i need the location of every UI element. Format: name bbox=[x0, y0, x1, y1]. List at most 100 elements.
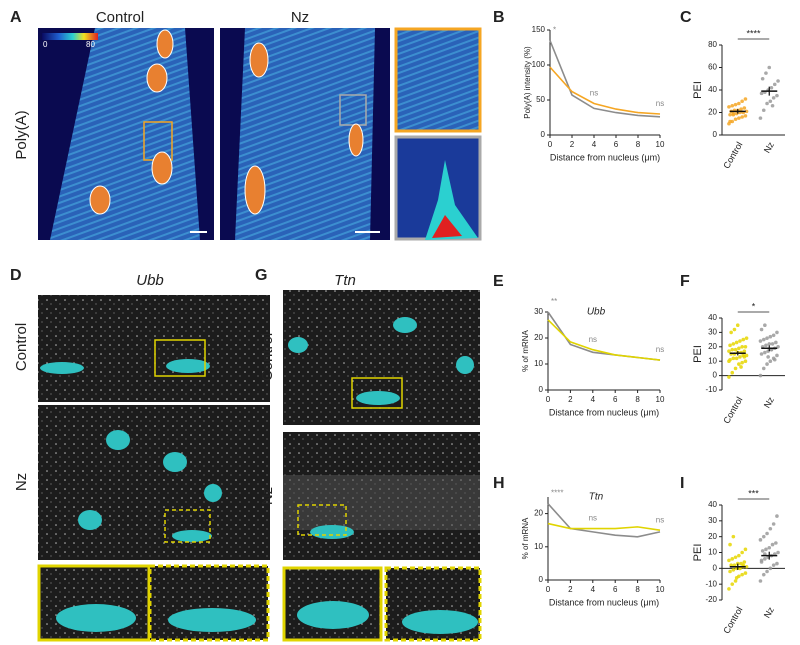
data-point bbox=[728, 119, 732, 124]
data-point bbox=[733, 117, 738, 122]
data-point bbox=[734, 576, 739, 580]
chart-title: Ubb bbox=[587, 307, 606, 318]
x-tick-label: 0 bbox=[548, 140, 553, 149]
data-point bbox=[767, 545, 772, 550]
data-point bbox=[740, 345, 744, 349]
series-line bbox=[547, 319, 661, 361]
roi bbox=[154, 339, 206, 377]
data-point bbox=[728, 343, 732, 348]
inset-signal bbox=[425, 160, 478, 240]
y-tick-label: 10 bbox=[534, 542, 543, 551]
data-point bbox=[765, 336, 769, 340]
data-point bbox=[768, 99, 773, 104]
x-tick-label: 8 bbox=[635, 395, 640, 404]
x-tick-label: 2 bbox=[568, 395, 573, 404]
data-point bbox=[772, 82, 777, 87]
y-tick-label: 150 bbox=[532, 25, 546, 34]
colorbar bbox=[42, 33, 98, 40]
nucleus bbox=[168, 608, 256, 632]
data-point bbox=[743, 345, 748, 349]
panel-label: B bbox=[493, 9, 505, 26]
data-point bbox=[764, 71, 768, 75]
series-line bbox=[547, 522, 661, 531]
significance: **** bbox=[746, 28, 761, 38]
data-point bbox=[761, 572, 766, 577]
data-point bbox=[744, 336, 749, 340]
data-point bbox=[741, 337, 746, 342]
row-label: Nz bbox=[13, 473, 30, 491]
nucleus bbox=[166, 359, 210, 373]
data-point bbox=[770, 542, 775, 547]
data-point bbox=[768, 334, 773, 339]
x-tick-label: 6 bbox=[614, 140, 619, 149]
data-point bbox=[733, 579, 738, 583]
nucleus bbox=[40, 362, 84, 374]
data-point bbox=[764, 343, 768, 348]
nucleus bbox=[393, 317, 417, 333]
data-point bbox=[768, 566, 773, 571]
roi bbox=[297, 504, 347, 536]
significance: **** bbox=[551, 489, 563, 498]
significance: ns bbox=[590, 89, 598, 98]
data-point bbox=[733, 555, 738, 560]
data-point bbox=[737, 362, 741, 366]
data-point bbox=[737, 553, 741, 558]
data-point bbox=[733, 366, 738, 371]
data-point bbox=[774, 340, 778, 345]
y-tick-label: 0 bbox=[539, 575, 544, 584]
data-point bbox=[760, 549, 765, 553]
data-point bbox=[730, 370, 735, 375]
x-tick-label: Nz bbox=[762, 140, 776, 155]
data-point bbox=[735, 323, 740, 328]
x-tick-label: 2 bbox=[570, 140, 575, 149]
significance: ns bbox=[589, 514, 597, 523]
x-tick-label: 8 bbox=[636, 140, 641, 149]
inset bbox=[394, 27, 482, 133]
data-point bbox=[772, 357, 777, 362]
nucleus bbox=[172, 530, 212, 542]
data-point bbox=[727, 587, 731, 591]
y-tick-label: 0 bbox=[713, 130, 718, 139]
y-axis-label: PEI bbox=[692, 81, 704, 99]
y-tick-label: 30 bbox=[534, 307, 543, 316]
row-label: Control bbox=[13, 323, 30, 371]
data-point bbox=[740, 572, 744, 577]
data-point bbox=[728, 112, 732, 117]
data-point bbox=[744, 564, 749, 569]
data-point bbox=[765, 569, 769, 574]
chart-title: Ttn bbox=[589, 492, 604, 503]
data-point bbox=[727, 375, 731, 379]
y-axis-label: % of mRNA bbox=[521, 517, 530, 559]
panel-d-images bbox=[37, 295, 270, 642]
panel-label: E bbox=[493, 273, 504, 290]
y-tick-label: 50 bbox=[536, 95, 545, 104]
nucleus bbox=[156, 29, 174, 59]
data-point bbox=[771, 333, 776, 338]
data-point bbox=[731, 342, 736, 346]
inset-signal bbox=[432, 215, 462, 238]
nucleus bbox=[297, 601, 369, 629]
nucleus bbox=[348, 123, 364, 157]
panel-label: A bbox=[10, 9, 22, 26]
data-point bbox=[728, 542, 732, 547]
data-point bbox=[776, 550, 780, 555]
data-point bbox=[768, 526, 773, 531]
data-point bbox=[743, 571, 748, 575]
panel-label: C bbox=[680, 9, 692, 26]
data-point bbox=[738, 339, 742, 343]
data-point bbox=[730, 103, 735, 108]
data-point bbox=[743, 97, 748, 101]
panel-label: I bbox=[680, 475, 684, 492]
data-point bbox=[759, 327, 764, 332]
fiber bbox=[283, 475, 480, 530]
y-tick-label: 0 bbox=[713, 371, 718, 380]
data-point bbox=[774, 541, 778, 545]
x-tick-label: 6 bbox=[613, 395, 618, 404]
data-point bbox=[771, 522, 776, 526]
y-tick-label: -20 bbox=[705, 595, 717, 604]
y-tick-label: 40 bbox=[708, 85, 717, 94]
data-point bbox=[761, 366, 766, 371]
column-label: Control bbox=[96, 9, 144, 26]
x-axis-label: Distance from nucleus (μm) bbox=[550, 152, 660, 162]
panel-label: D bbox=[10, 267, 22, 284]
